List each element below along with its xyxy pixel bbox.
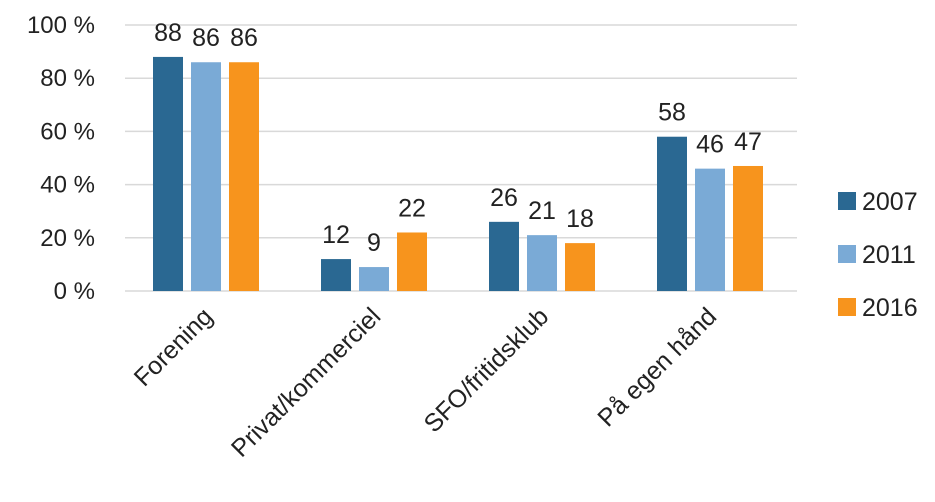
bar bbox=[229, 62, 259, 291]
bar bbox=[527, 235, 557, 291]
legend-swatch bbox=[838, 245, 856, 263]
legend-label: 2011 bbox=[862, 241, 916, 269]
bar bbox=[153, 56, 183, 291]
category-label: SFO/fritidsklub bbox=[419, 302, 555, 438]
y-tick-label: 60 % bbox=[40, 118, 95, 145]
bar bbox=[359, 267, 389, 291]
data-label: 86 bbox=[230, 24, 258, 52]
category-label: Forening bbox=[129, 302, 219, 392]
y-tick-label: 0 % bbox=[54, 278, 95, 305]
y-tick-label: 80 % bbox=[40, 65, 95, 92]
data-label: 26 bbox=[490, 184, 518, 212]
legend-label: 2016 bbox=[862, 294, 918, 322]
data-label: 12 bbox=[322, 221, 350, 249]
data-label: 86 bbox=[192, 24, 220, 52]
y-axis-ticks: 0 % 20 % 40 % 60 % 80 % 100 % bbox=[27, 12, 95, 305]
bar bbox=[489, 221, 519, 291]
data-label: 58 bbox=[658, 99, 686, 127]
data-labels: 88 86 86 12 9 22 26 21 18 58 46 47 bbox=[154, 19, 762, 257]
bar bbox=[397, 232, 427, 291]
legend-swatch bbox=[838, 298, 856, 316]
data-label: 9 bbox=[367, 229, 381, 257]
y-tick-label: 100 % bbox=[27, 12, 95, 39]
legend: 2007 2011 2016 bbox=[838, 188, 918, 322]
category-label: På egen hånd bbox=[592, 302, 722, 432]
data-label: 22 bbox=[398, 194, 426, 222]
legend-label: 2007 bbox=[862, 188, 918, 216]
bar bbox=[191, 62, 221, 291]
category-labels: Forening Privat/kommerciel SFO/fritidsklub… bbox=[129, 302, 723, 462]
bar bbox=[321, 259, 351, 291]
bar bbox=[695, 168, 725, 291]
bars bbox=[153, 56, 763, 291]
data-label: 46 bbox=[696, 131, 724, 159]
y-tick-label: 20 % bbox=[40, 225, 95, 252]
data-label: 47 bbox=[734, 128, 762, 156]
bar bbox=[733, 165, 763, 291]
legend-swatch bbox=[838, 192, 856, 210]
data-label: 88 bbox=[154, 19, 182, 47]
bar bbox=[565, 243, 595, 291]
data-label: 21 bbox=[528, 197, 556, 225]
data-label: 18 bbox=[566, 205, 594, 233]
y-tick-label: 40 % bbox=[40, 172, 95, 199]
category-label: Privat/kommerciel bbox=[226, 302, 386, 462]
bar bbox=[657, 136, 687, 291]
